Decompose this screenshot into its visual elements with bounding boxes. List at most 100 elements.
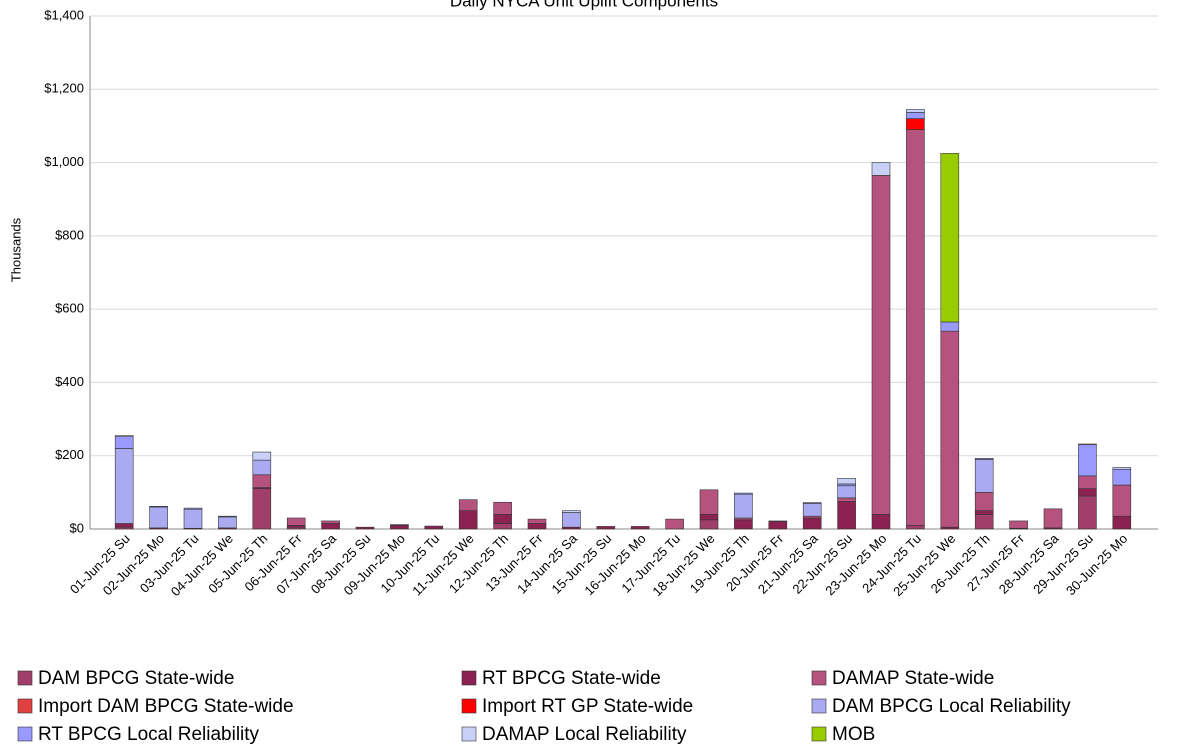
bar-segment bbox=[527, 518, 547, 524]
bar-segment bbox=[906, 109, 925, 113]
bar-segment bbox=[1112, 515, 1132, 530]
bar-segment bbox=[1078, 443, 1097, 446]
bar-segment bbox=[906, 118, 925, 130]
bar-segment bbox=[837, 485, 856, 499]
legend-swatch bbox=[811, 698, 827, 714]
bar-segment bbox=[1078, 475, 1097, 489]
bar-segment bbox=[940, 330, 960, 528]
bar-segment bbox=[906, 112, 925, 119]
bar-segment bbox=[802, 502, 822, 504]
bar-segment bbox=[183, 507, 203, 510]
bar-segment bbox=[906, 525, 925, 530]
bar-segment bbox=[286, 517, 306, 526]
bar-segment bbox=[802, 503, 822, 517]
bar-segment bbox=[665, 518, 684, 530]
bar-segment bbox=[114, 436, 134, 449]
bar-segment bbox=[252, 474, 272, 488]
bar-segment bbox=[218, 516, 237, 529]
bar-segment bbox=[974, 492, 994, 511]
bar-segment bbox=[458, 499, 478, 511]
bar-segment bbox=[355, 526, 375, 530]
bar-segment bbox=[390, 524, 409, 526]
legend-label: DAMAP State-wide bbox=[832, 668, 994, 689]
legend-swatch bbox=[461, 698, 477, 714]
bar-segment bbox=[562, 510, 581, 513]
bar-segment bbox=[768, 520, 788, 522]
legend-label: MOB bbox=[832, 724, 875, 745]
bar-segment bbox=[871, 514, 891, 530]
y-tick-label: $1,000 bbox=[44, 154, 84, 169]
bar-segment bbox=[596, 526, 616, 530]
legend-label: RT BPCG Local Reliability bbox=[38, 724, 260, 745]
bar-segment bbox=[837, 497, 856, 502]
bar-segment bbox=[699, 519, 719, 530]
bar-segment bbox=[1078, 444, 1097, 477]
bar-segment bbox=[183, 508, 203, 529]
bar-segment bbox=[527, 523, 547, 530]
legend-label: DAMAP Local Reliability bbox=[482, 724, 687, 745]
bar-segment bbox=[252, 459, 272, 476]
legend-swatch bbox=[17, 670, 33, 686]
bar-segment bbox=[1078, 495, 1097, 530]
bar-segment bbox=[493, 523, 512, 530]
bar-segment bbox=[114, 435, 134, 437]
bar-segment bbox=[252, 488, 272, 530]
bar-segment bbox=[493, 501, 512, 515]
bar-segment bbox=[424, 525, 444, 530]
bar-segment bbox=[1112, 484, 1132, 517]
bar-segment bbox=[974, 510, 994, 515]
legend-swatch bbox=[17, 698, 33, 714]
bar-segment bbox=[734, 492, 753, 495]
legend-swatch bbox=[461, 670, 477, 686]
bar-segment bbox=[837, 501, 856, 530]
legend-label: Import RT GP State-wide bbox=[482, 696, 693, 717]
bar-segment bbox=[699, 514, 719, 521]
y-tick-label: $0 bbox=[70, 520, 84, 535]
bar-segment bbox=[218, 515, 237, 518]
bar-segment bbox=[734, 519, 753, 530]
bar-segment bbox=[630, 526, 650, 530]
bar-segment bbox=[699, 489, 719, 515]
bar-segment bbox=[1112, 468, 1132, 486]
bar-segment bbox=[562, 512, 581, 528]
y-tick-label: $1,400 bbox=[44, 7, 84, 22]
bar-segment bbox=[802, 517, 822, 530]
y-tick-label: $1,200 bbox=[44, 81, 84, 96]
bar-segment bbox=[114, 448, 134, 524]
bar-segment bbox=[321, 523, 340, 530]
legend-swatch bbox=[811, 726, 827, 742]
bar-segment bbox=[768, 521, 788, 530]
legend-swatch bbox=[811, 670, 827, 686]
bar-segment bbox=[837, 478, 856, 485]
bar-segment bbox=[974, 514, 994, 530]
bar-segment bbox=[493, 514, 512, 524]
bar-segment bbox=[321, 520, 340, 524]
bar-segment bbox=[1078, 488, 1097, 497]
bar-segment bbox=[906, 129, 925, 526]
legend-label: DAM BPCG Local Reliability bbox=[832, 696, 1071, 717]
bar-segment bbox=[1112, 467, 1132, 470]
legend-label: Import DAM BPCG State-wide bbox=[38, 696, 294, 717]
bar-segment bbox=[149, 505, 168, 508]
bar-segment bbox=[458, 510, 478, 530]
x-tick-label: 30-Jun-25 Mo bbox=[1063, 531, 1130, 598]
bar-segment bbox=[734, 493, 753, 519]
bar-segment bbox=[1009, 520, 1028, 529]
y-tick-label: $800 bbox=[55, 227, 84, 242]
chart-title: Daily NYCA Unit Uplift Components bbox=[450, 0, 718, 10]
bar-segment bbox=[252, 451, 272, 461]
bar-segment bbox=[390, 525, 409, 530]
legend-label: DAM BPCG State-wide bbox=[38, 668, 234, 689]
y-tick-label: $600 bbox=[55, 301, 84, 316]
bar-segment bbox=[114, 523, 134, 528]
bar-segment bbox=[149, 506, 168, 529]
y-tick-label: $200 bbox=[55, 447, 84, 462]
bar-segment bbox=[871, 162, 891, 176]
bar-segment bbox=[871, 175, 891, 515]
legend-swatch bbox=[461, 726, 477, 742]
y-tick-label: $400 bbox=[55, 374, 84, 389]
y-axis-label: Thousands bbox=[8, 217, 23, 282]
bar-segment bbox=[940, 321, 960, 332]
bar-segment bbox=[940, 153, 960, 323]
